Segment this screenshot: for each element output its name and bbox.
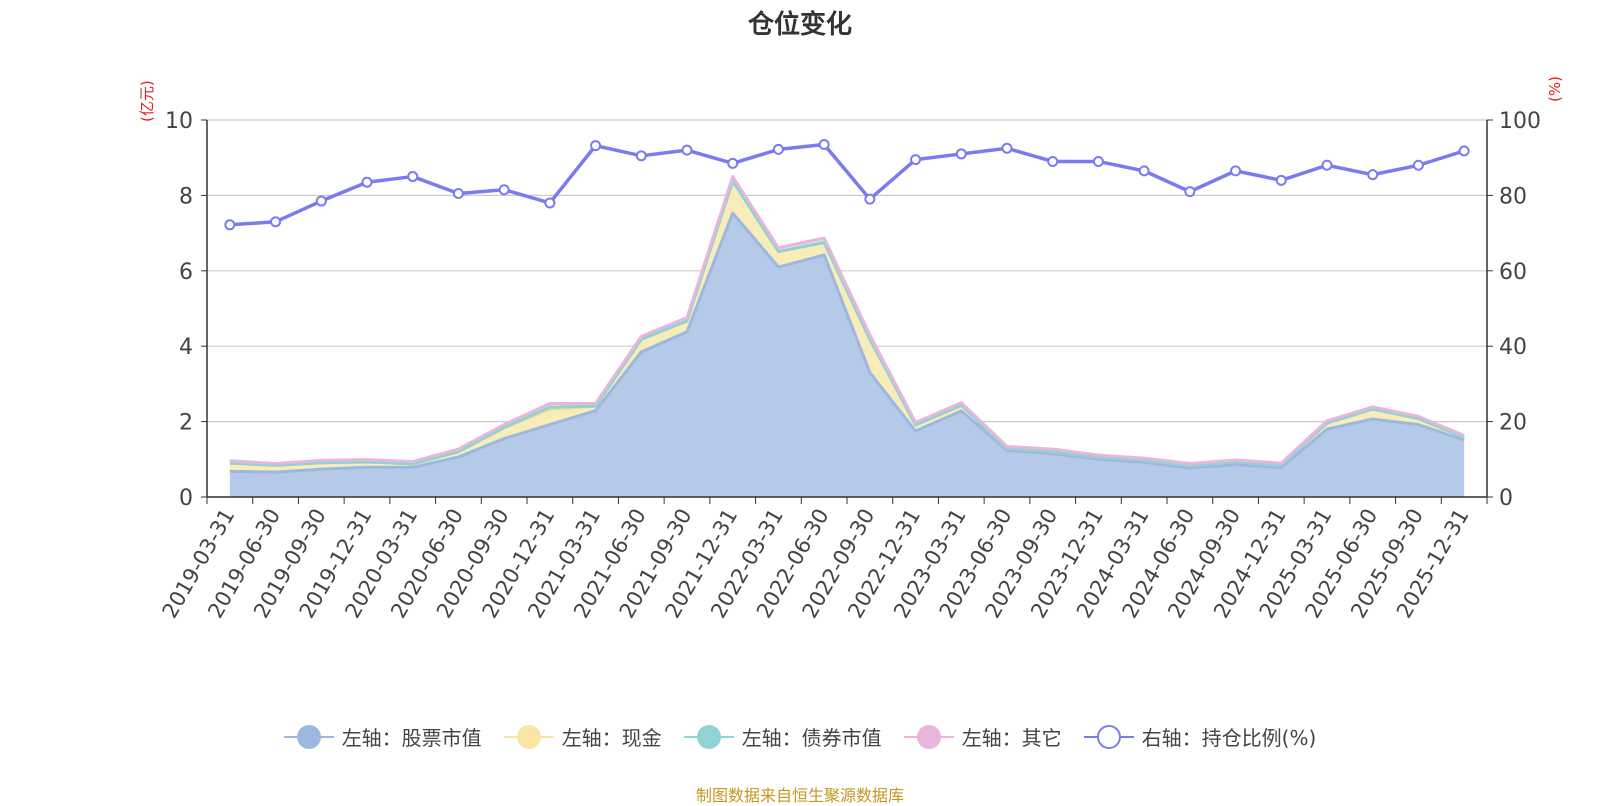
holding-ratio-point <box>1321 159 1333 171</box>
left-axis-tick-label: 0 <box>179 486 193 511</box>
holding-ratio-point <box>498 184 510 196</box>
legend-label: 右轴：持仓比例(%) <box>1141 726 1317 750</box>
holding-ratio-point <box>1412 159 1424 171</box>
left-axis-tick-label: 8 <box>179 184 193 209</box>
holding-ratio-point <box>452 188 464 200</box>
holding-ratio-point <box>1184 186 1196 198</box>
left-axis-tick-label: 4 <box>179 335 193 360</box>
series-line-左轴：股票市值 <box>229 211 1465 474</box>
position-chart: 02468100204060801002019-03-312019-06-302… <box>158 109 1541 622</box>
right-axis-tick-label: 20 <box>1499 411 1527 436</box>
series-line-左轴：债券市值 <box>229 179 1465 467</box>
holding-ratio-point <box>590 140 602 152</box>
holding-ratio-point <box>407 171 419 183</box>
legend-label: 左轴：股票市值 <box>341 726 482 750</box>
series-line-左轴：其它 <box>229 175 1465 465</box>
holding-ratio-point <box>1275 174 1287 186</box>
holding-ratio-point <box>818 139 830 151</box>
legend-marker-icon <box>683 724 734 750</box>
legend-item[interactable]: 右轴：持仓比例(%) <box>1083 722 1317 751</box>
legend-label: 左轴：债券市值 <box>741 726 882 750</box>
legend-marker-icon <box>283 724 334 750</box>
chart-title: 仓位变化 <box>747 10 852 40</box>
holding-ratio-point <box>1138 165 1150 177</box>
holding-ratio-point <box>772 143 784 155</box>
left-axis-tick-label: 6 <box>179 260 193 285</box>
holding-ratio-point <box>1092 155 1104 167</box>
legend-marker-icon <box>903 724 954 750</box>
legend-item[interactable]: 左轴：债券市值 <box>683 722 882 751</box>
holding-ratio-point <box>1047 155 1059 167</box>
legend-item[interactable]: 左轴：其它 <box>903 722 1062 751</box>
left-axis-tick-label: 10 <box>165 109 193 134</box>
holding-ratio-point <box>224 219 236 231</box>
legend-label: 左轴：现金 <box>561 726 662 750</box>
legend-marker-icon <box>1083 724 1134 750</box>
holding-ratio-point <box>635 150 647 162</box>
holding-ratio-point <box>1230 165 1242 177</box>
left-axis-tick-label: 2 <box>179 411 193 436</box>
holding-ratio-point <box>315 195 327 207</box>
area-左轴：股票市值 <box>229 213 1465 497</box>
holding-ratio-point <box>1458 145 1470 157</box>
legend-label: 左轴：其它 <box>961 726 1062 750</box>
right-axis-tick-label: 80 <box>1499 184 1527 209</box>
chart-legend: 左轴：股票市值 左轴：现金 左轴：债券市值 左轴：其它 右轴：持仓比例(%) <box>0 722 1600 751</box>
holding-ratio-line <box>229 142 1465 227</box>
legend-item[interactable]: 左轴：股票市值 <box>283 722 482 751</box>
holding-ratio-point <box>544 197 556 209</box>
holding-ratio-point <box>955 148 967 160</box>
right-axis-tick-label: 40 <box>1499 335 1527 360</box>
holding-ratio-point <box>270 216 282 228</box>
right-axis-tick-label: 0 <box>1499 486 1513 511</box>
data-source-note: 制图数据来自恒生聚源数据库 <box>695 786 904 805</box>
right-axis-tick-label: 60 <box>1499 260 1527 285</box>
holding-ratio-point <box>361 176 373 188</box>
holding-ratio-point <box>910 154 922 166</box>
holding-ratio-point <box>864 193 876 205</box>
holding-ratio-point <box>1367 169 1379 181</box>
holding-ratio-point <box>1001 142 1013 154</box>
holding-ratio-point <box>681 144 693 156</box>
holding-ratio-point <box>727 157 739 169</box>
right-axis-tick-label: 100 <box>1499 109 1541 134</box>
legend-marker-icon <box>503 724 554 750</box>
legend-item[interactable]: 左轴：现金 <box>503 722 662 751</box>
